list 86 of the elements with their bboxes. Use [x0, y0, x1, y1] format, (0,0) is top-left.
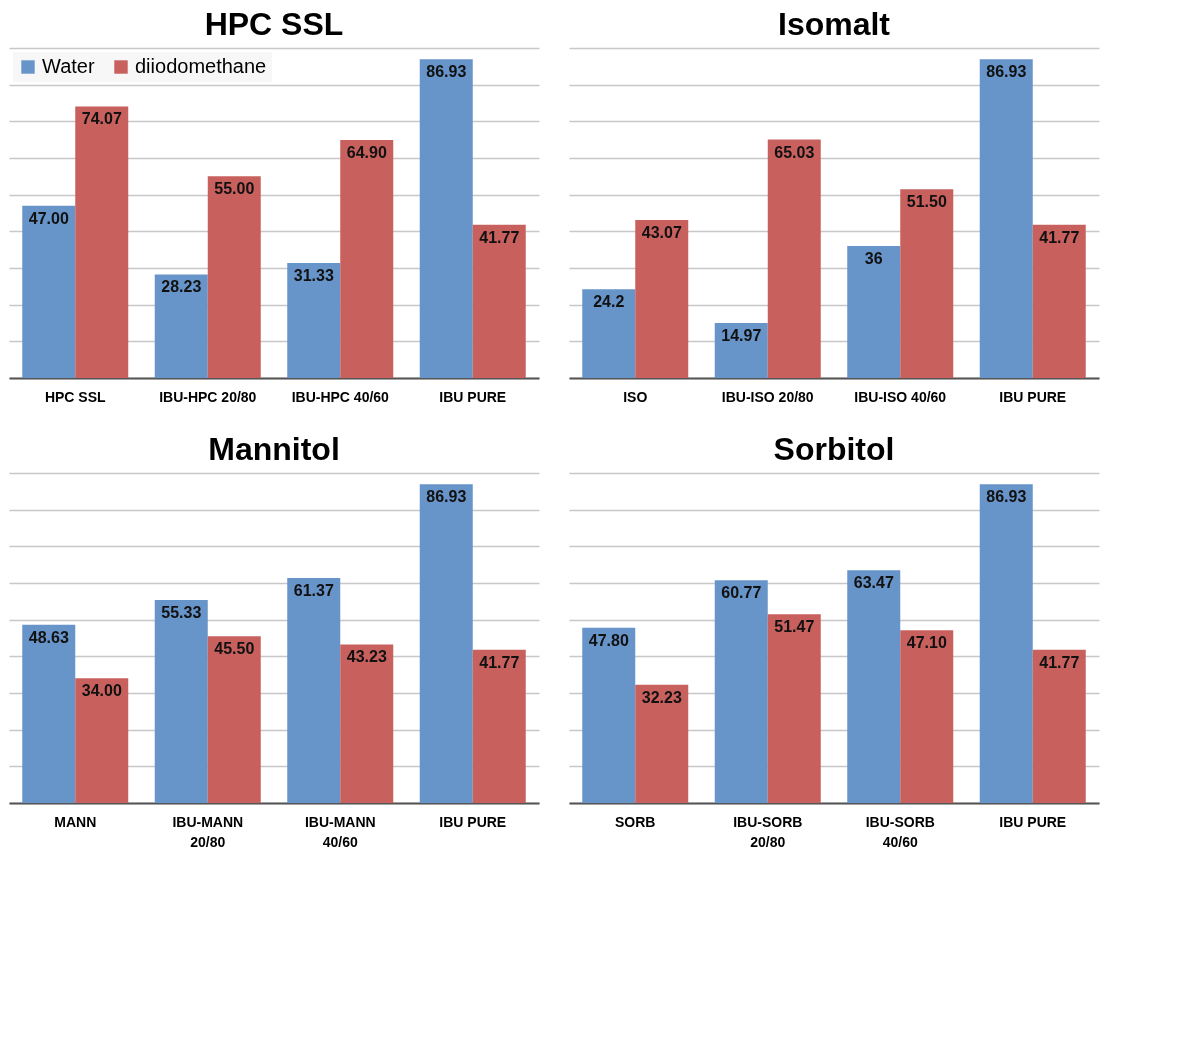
- x-tick-label: SORB: [615, 813, 656, 830]
- data-label: 51.47: [774, 618, 815, 636]
- data-label: 43.07: [641, 224, 682, 242]
- bar: [22, 624, 76, 803]
- data-label: 24.2: [593, 293, 625, 311]
- data-label: 63.47: [853, 574, 894, 592]
- data-label: 61.37: [293, 581, 334, 599]
- data-label: 45.50: [214, 640, 255, 658]
- bar: [287, 263, 341, 378]
- x-tick-label: IBU-HPC 20/80: [159, 388, 257, 405]
- data-label: 41.77: [1039, 228, 1080, 246]
- bar: [472, 649, 526, 803]
- bar: [419, 484, 473, 803]
- x-tick-label: IBU PURE: [439, 388, 507, 405]
- x-tick-label: IBU-ISO 40/60: [854, 388, 947, 405]
- data-label: 86.93: [426, 488, 467, 506]
- bar: [767, 614, 821, 803]
- data-label: 41.77: [479, 653, 520, 671]
- x-tick-label: IBU-SORB 40/60: [865, 813, 935, 850]
- x-tick-label: HPC SSL: [44, 388, 107, 405]
- bar: [419, 59, 473, 378]
- bar: [714, 323, 768, 378]
- bar: [900, 189, 954, 378]
- x-tick-label: IBU-SORB 20/80: [733, 813, 803, 850]
- data-label: 51.50: [906, 193, 947, 211]
- x-tick-label: IBU-ISO 20/80: [721, 388, 814, 405]
- data-label: 55.33: [161, 604, 202, 622]
- bar: [75, 106, 129, 378]
- data-label: 74.07: [81, 110, 122, 128]
- data-label: 34.00: [81, 682, 122, 700]
- bar: [75, 678, 129, 803]
- data-label: 55.00: [214, 180, 255, 198]
- bar: [340, 644, 394, 803]
- x-tick-label: IBU PURE: [999, 388, 1067, 405]
- bar: [847, 570, 901, 803]
- x-tick-label: IBU-MANN 40/60: [304, 813, 376, 850]
- data-label: 60.77: [721, 584, 762, 602]
- x-tick-label: IBU-HPC 40/60: [291, 388, 390, 405]
- data-label: 14.97: [721, 327, 762, 345]
- bar: [340, 140, 394, 378]
- bar: [900, 630, 954, 803]
- bar: [207, 636, 261, 803]
- bar: [1032, 649, 1086, 803]
- data-label: 47.10: [906, 634, 947, 652]
- data-label: 47.00: [28, 209, 69, 227]
- bar: [154, 600, 208, 803]
- bar: [207, 176, 261, 378]
- data-label: 65.03: [774, 143, 815, 161]
- bar: [767, 139, 821, 378]
- x-tick-label: IBU PURE: [999, 813, 1067, 830]
- bar: [287, 577, 341, 803]
- bar: [635, 220, 689, 378]
- chart-title: Mannitol: [208, 431, 340, 467]
- data-label: 86.93: [986, 488, 1027, 506]
- data-label: 86.93: [986, 63, 1027, 81]
- data-label: 41.77: [479, 228, 520, 246]
- chart-title: Sorbitol: [773, 431, 895, 467]
- bar: [714, 580, 768, 803]
- data-label: 43.23: [346, 648, 387, 666]
- data-label: 28.23: [161, 278, 202, 296]
- bar: [582, 289, 636, 378]
- data-label: 36: [864, 250, 883, 267]
- x-tick-label: IBU PURE: [439, 813, 507, 830]
- x-tick-label: IBU-MANN 20/80: [172, 813, 244, 850]
- legend-label: diiodomethane: [135, 55, 267, 77]
- bar: [582, 627, 636, 803]
- bar: [472, 224, 526, 378]
- data-label: 48.63: [28, 628, 69, 646]
- data-label: 47.80: [588, 631, 629, 649]
- bar: [979, 484, 1033, 803]
- bar: [1032, 224, 1086, 378]
- data-label: 32.23: [641, 688, 682, 706]
- x-tick-label: MANN: [54, 813, 97, 830]
- bar: [847, 246, 901, 378]
- chart-title: Isomalt: [777, 6, 891, 42]
- legend-label: Water: [42, 55, 95, 77]
- chart-title: HPC SSL: [204, 6, 344, 42]
- x-tick-label: ISO: [623, 388, 648, 405]
- data-label: 64.90: [346, 144, 387, 162]
- bar: [22, 205, 76, 378]
- data-label: 86.93: [426, 63, 467, 81]
- bar: [154, 274, 208, 378]
- data-label: 41.77: [1039, 653, 1080, 671]
- bar: [635, 684, 689, 803]
- data-label: 31.33: [293, 267, 334, 285]
- bar: [979, 59, 1033, 378]
